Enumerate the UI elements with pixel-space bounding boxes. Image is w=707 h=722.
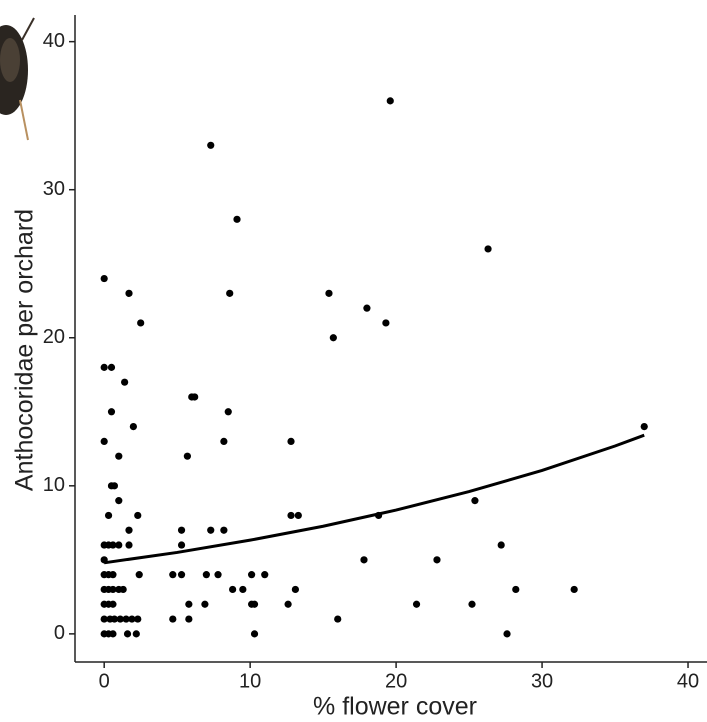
data-point — [128, 615, 136, 623]
data-point — [169, 571, 177, 579]
data-point — [468, 600, 476, 608]
data-point — [248, 571, 256, 579]
data-point — [121, 378, 129, 386]
data-point — [239, 585, 247, 594]
data-point — [287, 437, 295, 445]
data-point — [291, 585, 299, 594]
x-tick-label: 40 — [677, 670, 699, 692]
data-point — [183, 452, 191, 460]
data-point — [497, 541, 505, 549]
data-point — [110, 482, 119, 490]
data-point — [177, 541, 186, 549]
data-point — [220, 437, 228, 445]
data-point — [360, 556, 368, 564]
data-point — [129, 422, 137, 431]
data-point — [104, 511, 113, 520]
data-point — [433, 556, 441, 564]
data-point — [125, 526, 133, 534]
data-point — [224, 408, 232, 416]
data-point — [412, 600, 421, 608]
x-tick-label: 30 — [531, 670, 553, 692]
data-point — [503, 630, 511, 638]
data-point — [207, 141, 215, 149]
data-point — [386, 97, 394, 105]
data-point — [185, 615, 193, 623]
data-point — [177, 571, 186, 579]
data-point — [109, 571, 117, 579]
data-point — [484, 245, 492, 253]
data-point — [119, 585, 127, 594]
data-point — [115, 497, 123, 505]
data-point — [512, 585, 520, 594]
data-point — [123, 630, 132, 638]
data-point — [125, 541, 133, 549]
data-point — [169, 615, 177, 623]
data-point — [287, 511, 295, 520]
data-point — [110, 615, 119, 623]
data-point — [294, 511, 302, 520]
data-point — [214, 571, 222, 579]
data-point — [226, 289, 234, 297]
data-point — [109, 600, 117, 608]
data-point — [109, 585, 117, 594]
data-point — [202, 571, 210, 579]
data-point — [109, 630, 117, 638]
data-point — [382, 319, 390, 327]
y-tick-label: 0 — [54, 622, 65, 644]
y-tick-label: 20 — [43, 326, 65, 348]
data-point — [334, 615, 342, 623]
data-point — [261, 571, 269, 579]
x-tick-label: 10 — [239, 670, 261, 692]
data-point — [107, 363, 116, 371]
y-tick-label: 30 — [43, 178, 65, 200]
data-point — [191, 393, 199, 401]
data-point — [134, 615, 142, 623]
data-point — [109, 541, 117, 549]
data-point — [132, 630, 140, 638]
data-point — [115, 541, 123, 549]
y-axis-title: Anthocoridae per orchard — [11, 209, 39, 491]
data-point — [100, 274, 108, 283]
y-tick-label: 40 — [43, 30, 65, 52]
data-point — [177, 526, 186, 534]
x-tick-label: 20 — [385, 670, 407, 692]
data-point — [229, 585, 237, 594]
y-tick-label: 10 — [43, 474, 65, 496]
data-point — [134, 511, 142, 520]
data-point — [220, 526, 228, 534]
data-point — [640, 422, 648, 431]
data-point — [329, 334, 337, 342]
data-point — [201, 600, 209, 608]
fit-curve — [103, 433, 645, 565]
data-point — [100, 615, 108, 623]
data-point — [100, 437, 108, 445]
insect-photo — [0, 17, 35, 141]
x-tick-label: 0 — [99, 670, 110, 692]
data-point — [115, 452, 123, 460]
data-point — [100, 363, 108, 371]
data-point — [471, 497, 479, 505]
data-point — [284, 600, 292, 608]
data-point — [137, 319, 145, 327]
x-axis-title: % flower cover — [313, 693, 477, 721]
data-point — [325, 289, 333, 297]
data-point — [122, 615, 130, 623]
data-point — [135, 571, 143, 579]
data-point — [107, 408, 116, 416]
data-point — [125, 289, 133, 297]
data-point — [250, 630, 259, 638]
data-point — [570, 585, 578, 594]
data-point — [250, 600, 259, 608]
data-point — [185, 600, 193, 608]
data-point — [207, 526, 215, 534]
data-point — [363, 304, 371, 312]
data-point — [116, 615, 124, 623]
data-point — [233, 215, 241, 223]
